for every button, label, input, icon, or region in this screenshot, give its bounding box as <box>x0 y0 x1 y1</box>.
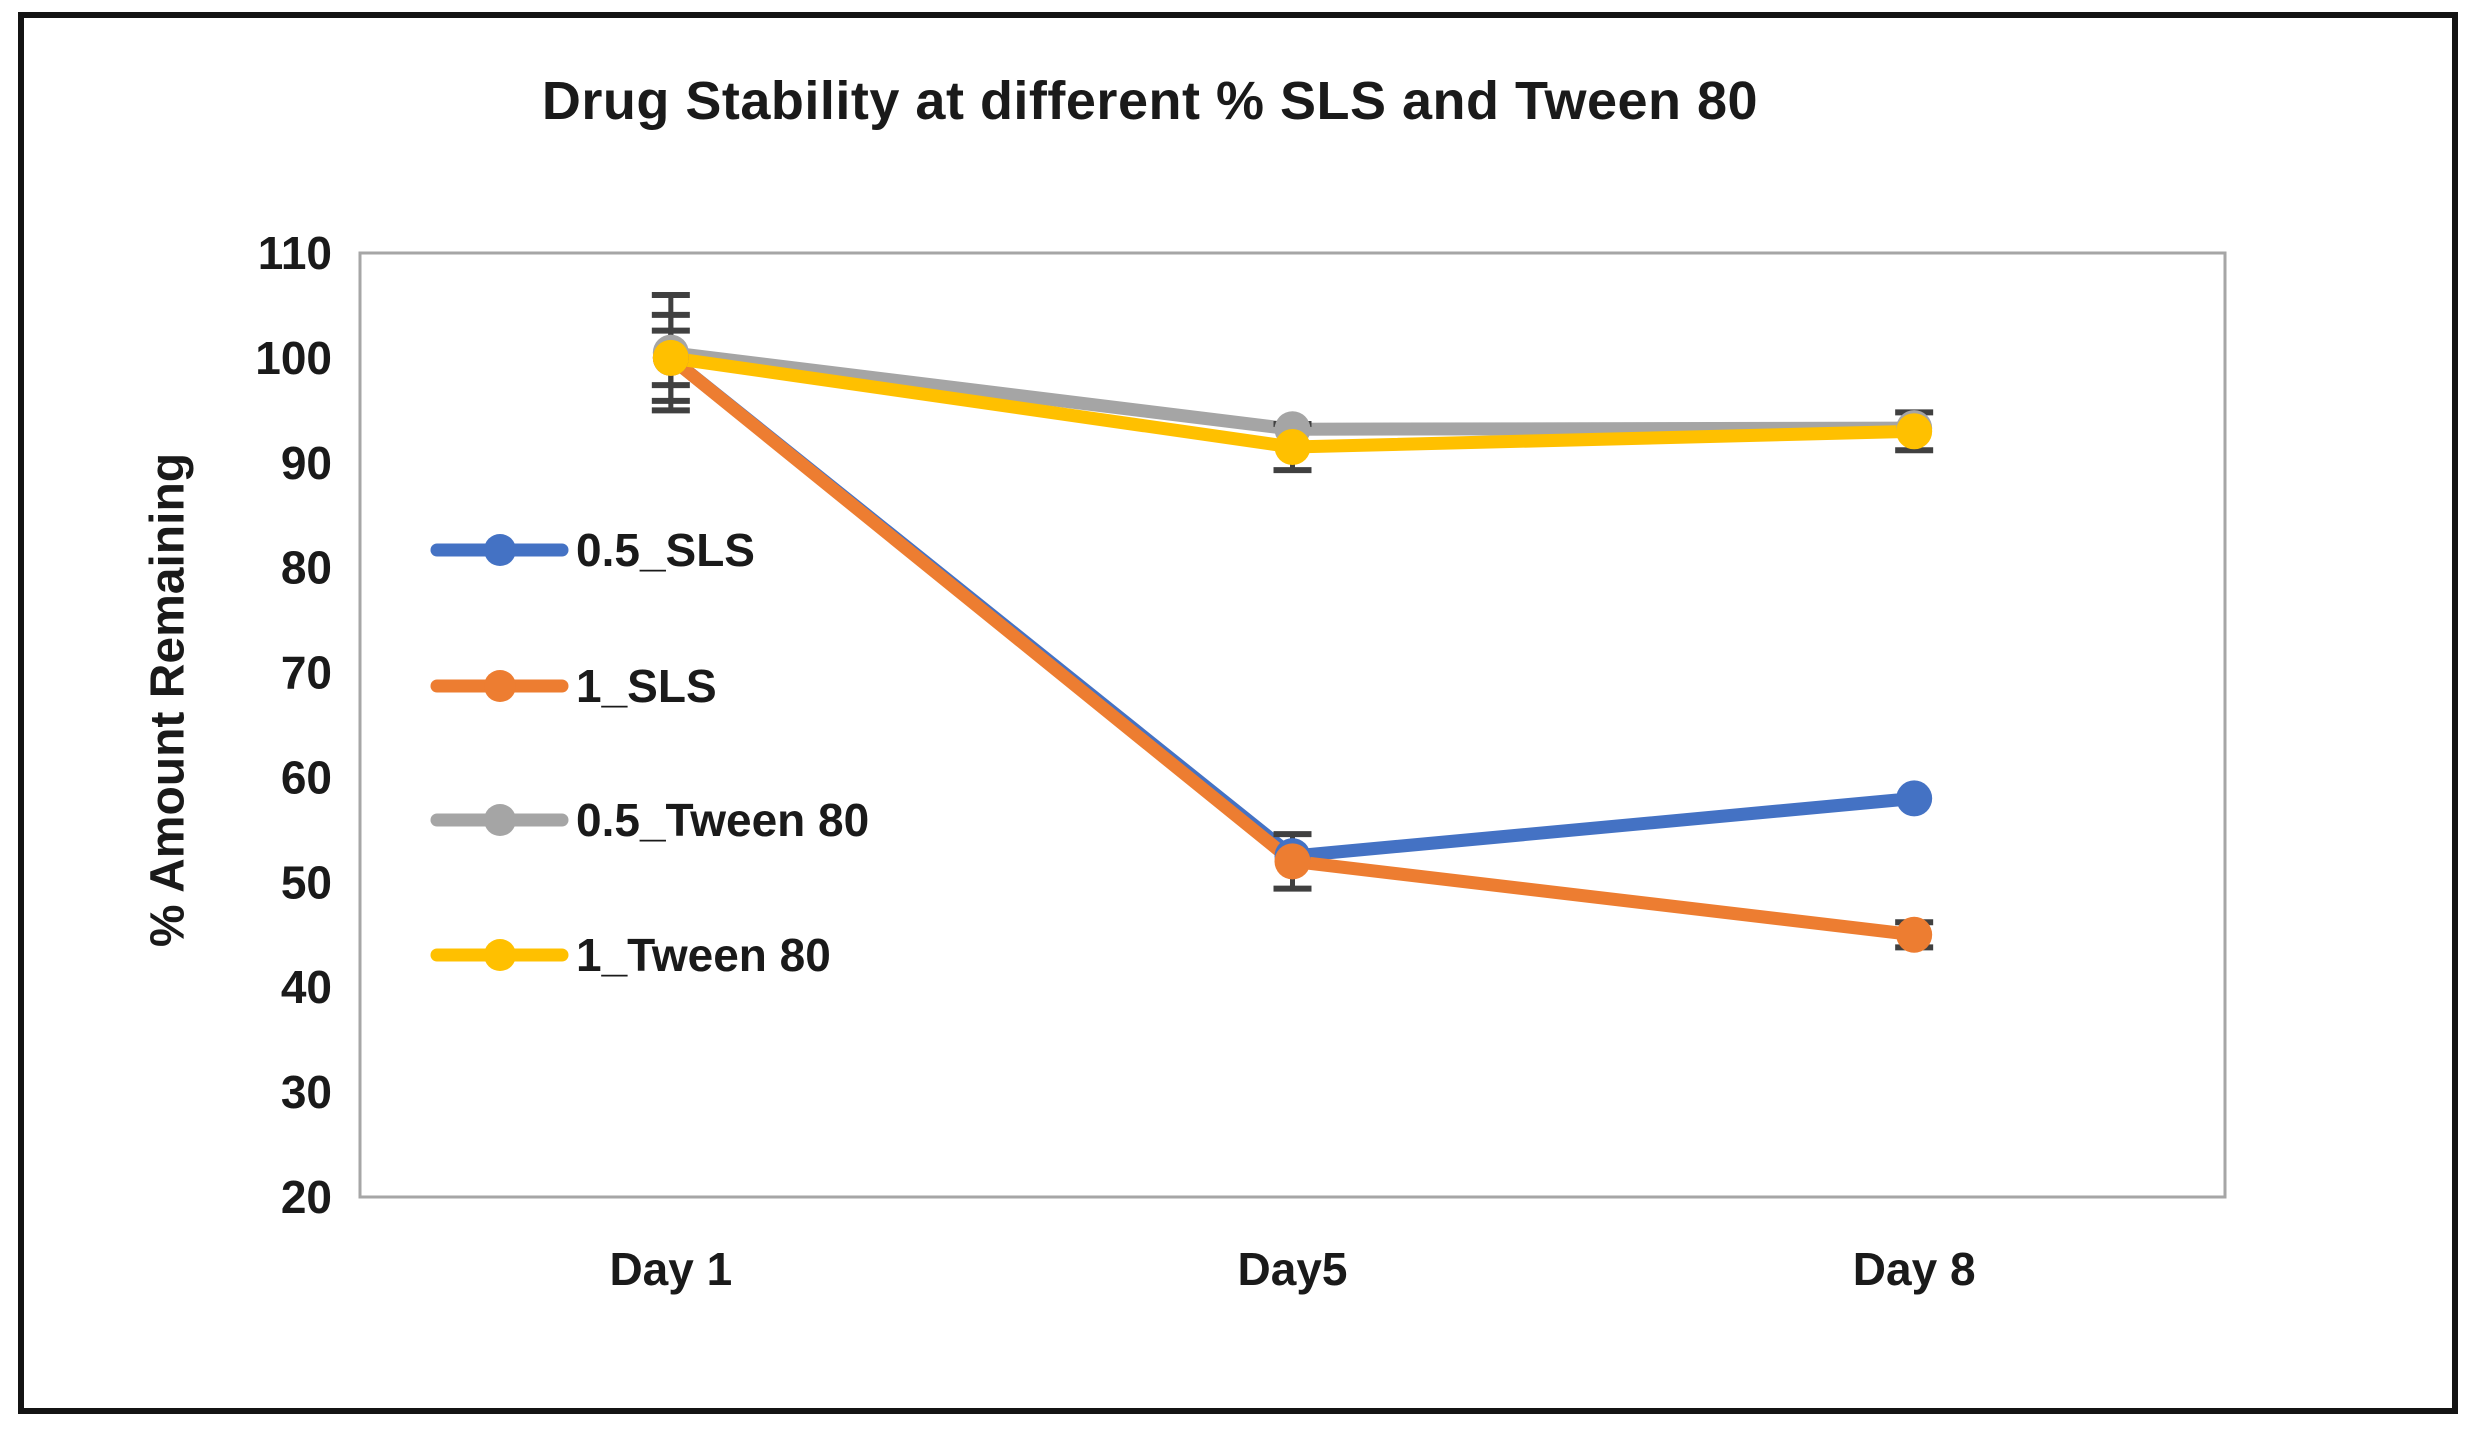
y-tick-label: 70 <box>281 647 332 699</box>
series-marker-1_SLS <box>1896 916 1933 953</box>
legend-marker <box>484 939 516 971</box>
x-tick-label: Day 1 <box>609 1243 732 1295</box>
series-marker-1_Tween 80 <box>1896 413 1933 450</box>
y-tick-label: 80 <box>281 542 332 594</box>
y-tick-label: 50 <box>281 856 332 908</box>
chart-title: Drug Stability at different % SLS and Tw… <box>541 71 1759 131</box>
y-tick-label: 100 <box>255 332 332 384</box>
chart-frame <box>18 12 2458 1414</box>
x-tick-label: Day5 <box>1238 1243 1348 1295</box>
y-tick-label: 40 <box>281 961 332 1013</box>
legend-marker <box>484 804 516 836</box>
legend-label: 0.5_SLS <box>576 524 755 576</box>
legend-marker <box>484 534 516 566</box>
x-tick-label: Day 8 <box>1853 1243 1976 1295</box>
plot-border <box>358 251 2227 1199</box>
y-tick-label: 30 <box>281 1066 332 1118</box>
series-marker-1_SLS <box>1274 843 1311 880</box>
legend-label: 1_Tween 80 <box>576 929 831 981</box>
series-marker-1_Tween 80 <box>652 339 689 376</box>
y-tick-label: 110 <box>258 227 332 279</box>
y-tick-label: 20 <box>281 1171 332 1223</box>
y-tick-label: 90 <box>281 437 332 489</box>
legend-label: 1_SLS <box>576 660 717 712</box>
y-tick-label: 60 <box>281 751 332 803</box>
legend-marker <box>484 670 516 702</box>
series-marker-1_Tween 80 <box>1274 429 1311 466</box>
series-marker-0.5_SLS <box>1896 780 1933 817</box>
legend-label: 0.5_Tween 80 <box>576 794 869 846</box>
